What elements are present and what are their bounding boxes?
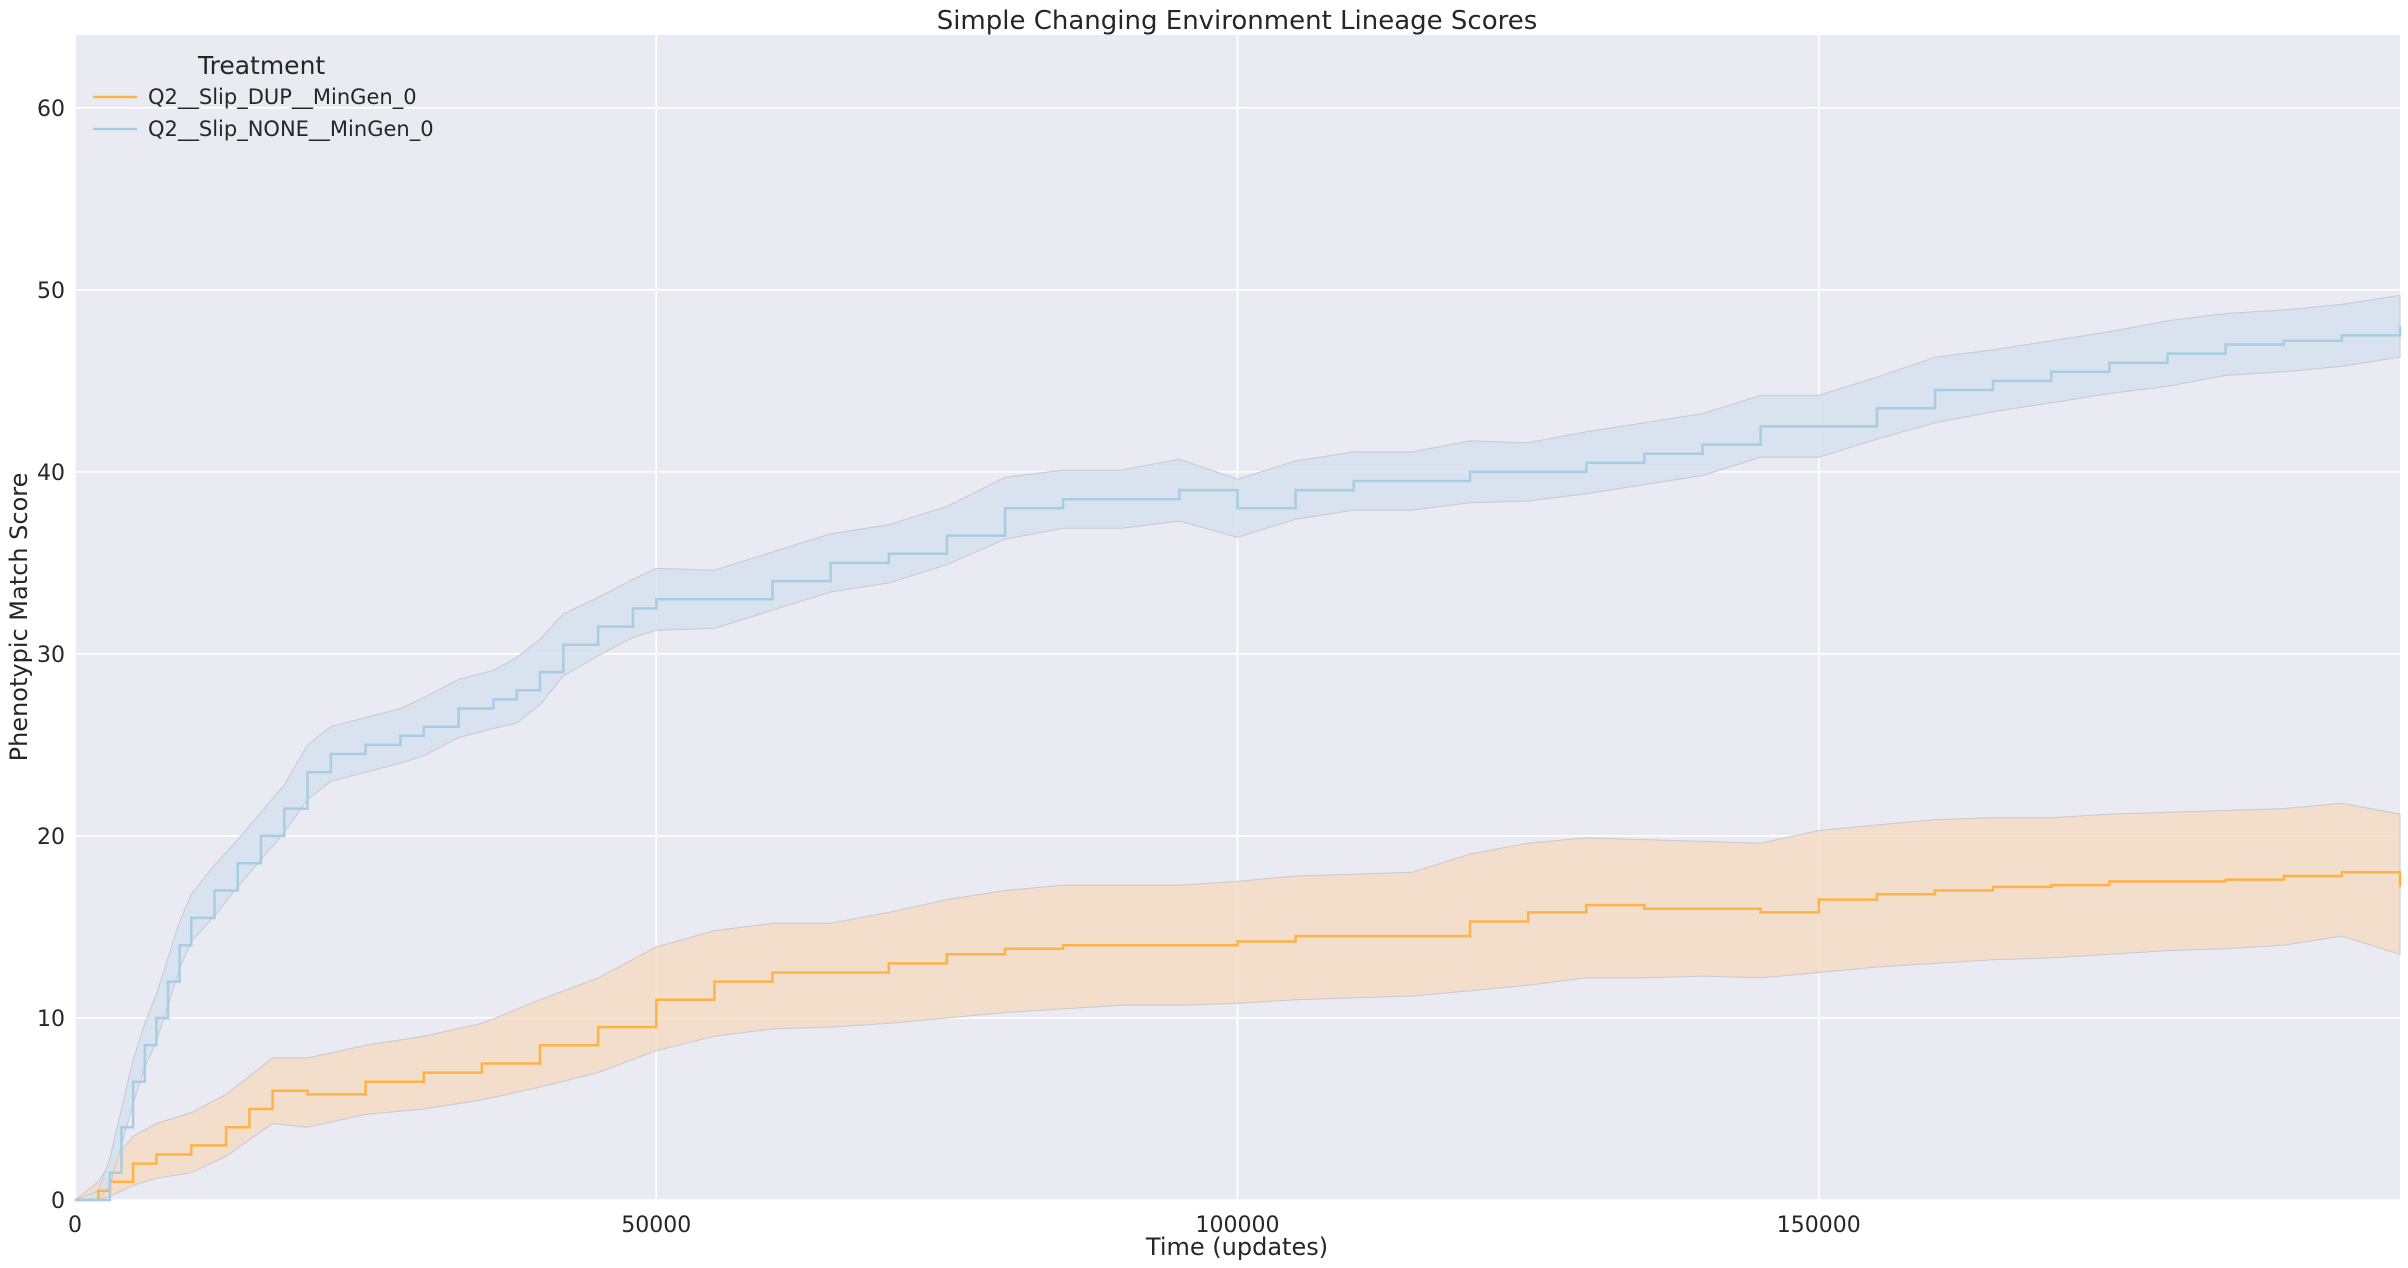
y-tick-label: 60 — [37, 97, 65, 122]
y-tick-labels: 0 10 20 30 40 50 60 — [37, 97, 65, 1214]
x-tick-label: 50000 — [621, 1213, 691, 1238]
x-tick-label: 0 — [68, 1213, 82, 1238]
y-tick-label: 20 — [37, 825, 65, 850]
y-axis-label: Phenotypic Match Score — [5, 473, 33, 762]
x-axis-label: Time (updates) — [1145, 1233, 1328, 1261]
confidence-band-1 — [74, 294, 2401, 1201]
legend-label-none: Q2__Slip_NONE__MinGen_0 — [148, 117, 434, 142]
y-tick-label: 0 — [51, 1189, 65, 1214]
y-tick-label: 40 — [37, 461, 65, 486]
y-tick-label: 30 — [37, 643, 65, 668]
series-lines — [75, 326, 2402, 1202]
grid-lines — [74, 35, 2400, 1201]
y-tick-label: 50 — [37, 279, 65, 304]
x-tick-label: 100000 — [1196, 1213, 1280, 1238]
series-line-1 — [75, 326, 2402, 1202]
series-line-0 — [75, 871, 2402, 1202]
y-tick-label: 10 — [37, 1007, 65, 1032]
legend-label-dup: Q2__Slip_DUP__MinGen_0 — [148, 85, 417, 110]
chart-title: Simple Changing Environment Lineage Scor… — [937, 6, 1538, 36]
legend-title: Treatment — [197, 51, 325, 80]
x-tick-label: 150000 — [1777, 1213, 1861, 1238]
legend: Treatment Q2__Slip_DUP__MinGen_0 Q2__Sli… — [93, 51, 434, 142]
x-tick-labels: 0 50000 100000 150000 — [68, 1213, 1861, 1238]
